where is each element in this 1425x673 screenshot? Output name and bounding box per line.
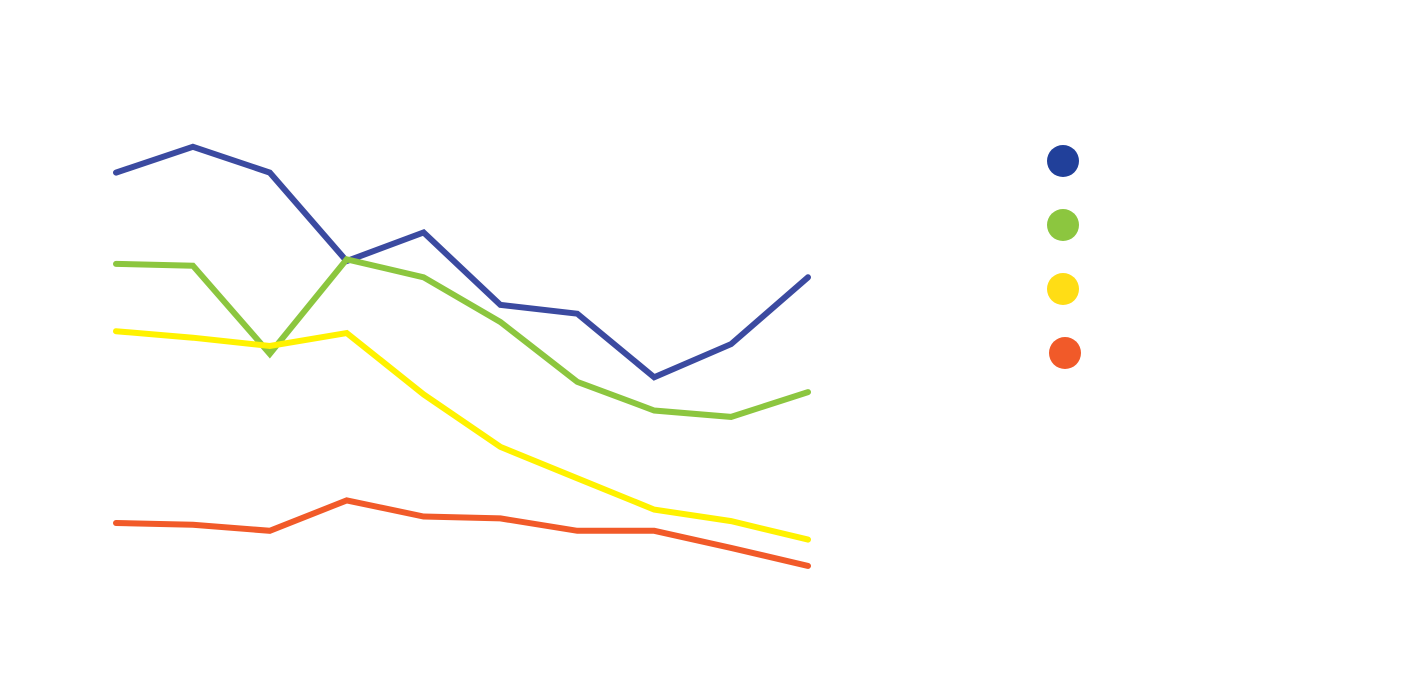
series-line-4 xyxy=(113,497,811,569)
series-line-1 xyxy=(113,143,811,381)
legend-marker-2 xyxy=(1047,209,1079,241)
legend xyxy=(1047,145,1081,369)
legend-marker-3 xyxy=(1047,273,1079,305)
legend-marker-4 xyxy=(1049,337,1081,369)
series-line-3 xyxy=(113,328,811,543)
legend-marker-1 xyxy=(1047,145,1079,177)
plot-area xyxy=(113,143,811,569)
series-line-2 xyxy=(113,255,811,420)
